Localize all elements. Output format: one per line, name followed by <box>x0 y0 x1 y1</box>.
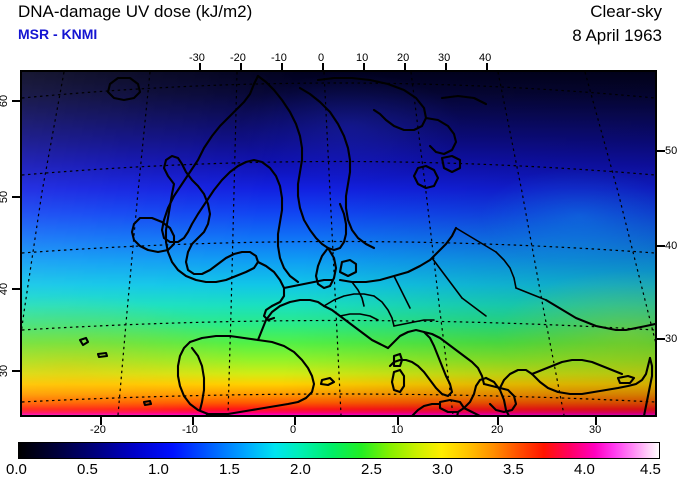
uv-dose-field <box>22 72 655 415</box>
colorbar-tick-label: 0.0 <box>6 461 27 478</box>
axis-top-tick-label: 0 <box>318 52 325 64</box>
coastlines <box>78 74 655 415</box>
axis-top-tick-label: 40 <box>479 52 492 64</box>
axis-top-tick-label: 10 <box>356 52 369 64</box>
colorbar <box>18 442 660 459</box>
axis-left-tick-label: 60 <box>0 94 11 108</box>
uv-field-latitude-gradient <box>22 72 655 415</box>
axis-left-tick-label: 50 <box>0 190 11 204</box>
axis-top-tick-label: 30 <box>438 52 451 64</box>
uv-field-hotspot-southwest <box>22 72 655 415</box>
uv-field-coolspot-north <box>22 72 655 415</box>
axis-top-tick-label: -30 <box>189 52 205 64</box>
axis-bottom-tick-label: 0 <box>290 424 297 436</box>
colorbar-tick-label: 3.5 <box>503 461 524 478</box>
colorbar-tick-label: 1.5 <box>219 461 240 478</box>
axis-top-tick-label: -10 <box>271 52 287 64</box>
axis-top-tick-label: -20 <box>230 52 246 64</box>
axis-right-tick-label: 30 <box>665 333 678 345</box>
sky-condition-label: Clear-sky <box>590 2 662 21</box>
colorbar-tick-label: 1.0 <box>148 461 169 478</box>
colorbar-tick-label: 3.0 <box>432 461 453 478</box>
axis-bottom-tick-label: -20 <box>90 424 106 436</box>
colorbar-tick-label: 2.5 <box>361 461 382 478</box>
page-title: DNA-damage UV dose (kJ/m2) <box>18 2 253 21</box>
axis-left-tick-label: 30 <box>0 364 11 378</box>
axis-bottom-tick-label: 10 <box>391 424 404 436</box>
colorbar-tick-label: 2.0 <box>290 461 311 478</box>
map-plot-panel <box>20 70 657 417</box>
uv-field-coolspot-east <box>22 72 655 415</box>
axis-bottom-tick-label: 30 <box>589 424 602 436</box>
axis-bottom-tick-label: 20 <box>491 424 504 436</box>
axis-right-tick-label: 50 <box>665 145 678 157</box>
axis-left-tick-label: 40 <box>0 282 11 296</box>
colorbar-tick-label: 0.5 <box>77 461 98 478</box>
uv-field-hotspot-southeast <box>22 72 655 415</box>
axis-right-tick-label: 40 <box>665 240 678 252</box>
map-overlay <box>22 72 655 415</box>
uv-field-east-damping <box>22 72 655 415</box>
axis-bottom-tick-label: -10 <box>182 424 198 436</box>
date-label: 8 April 1963 <box>572 26 662 45</box>
colorbar-tick-label: 4.5 <box>640 461 661 478</box>
axis-top-tick-label: 20 <box>397 52 410 64</box>
source-attribution: MSR - KNMI <box>18 26 98 42</box>
colorbar-tick-label: 4.0 <box>574 461 595 478</box>
graticule-meridians <box>22 72 655 415</box>
uv-field-longitude-modulation <box>22 72 655 415</box>
